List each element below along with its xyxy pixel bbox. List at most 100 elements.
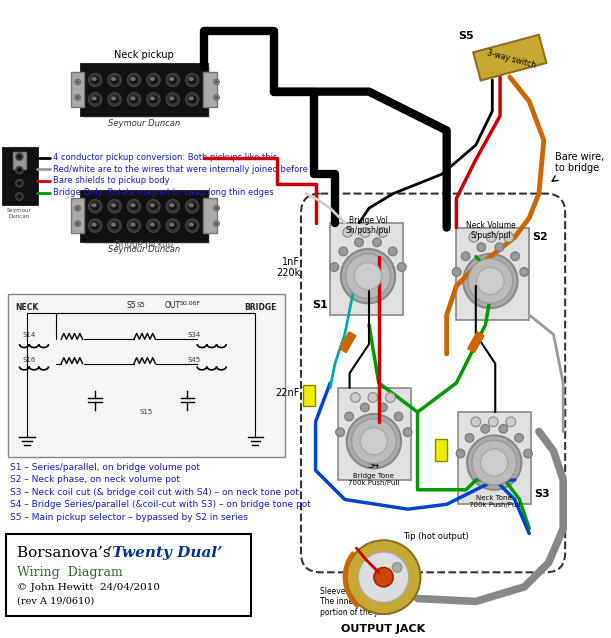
Text: Wiring  Diagram: Wiring Diagram — [18, 565, 123, 579]
Bar — [303, 385, 315, 406]
Text: NECK: NECK — [15, 303, 38, 313]
Circle shape — [166, 200, 180, 213]
Circle shape — [15, 166, 23, 174]
Ellipse shape — [131, 78, 135, 80]
Circle shape — [499, 424, 508, 433]
Circle shape — [488, 417, 498, 427]
Circle shape — [166, 219, 180, 232]
Bar — [203, 198, 216, 234]
Circle shape — [360, 427, 387, 455]
Circle shape — [215, 207, 218, 210]
Circle shape — [150, 202, 157, 210]
Bar — [203, 72, 216, 107]
Circle shape — [468, 258, 513, 303]
Circle shape — [379, 403, 387, 412]
Circle shape — [330, 263, 338, 271]
Circle shape — [346, 414, 401, 468]
Circle shape — [354, 262, 382, 290]
Circle shape — [188, 202, 196, 210]
Text: (rev A 19/0610): (rev A 19/0610) — [18, 597, 95, 605]
Text: © John Hewitt  24/04/2010: © John Hewitt 24/04/2010 — [18, 583, 161, 592]
Ellipse shape — [170, 223, 174, 226]
Bar — [435, 440, 447, 461]
Bar — [84, 193, 210, 244]
Circle shape — [186, 93, 199, 106]
Text: 1nF
220k: 1nF 220k — [276, 256, 300, 278]
Text: 22nF: 22nF — [276, 388, 300, 398]
Ellipse shape — [150, 223, 155, 226]
Text: S2: S2 — [532, 232, 548, 242]
Ellipse shape — [150, 204, 155, 207]
Ellipse shape — [150, 97, 155, 100]
Circle shape — [346, 254, 390, 299]
Text: OUT: OUT — [165, 301, 181, 310]
Circle shape — [108, 73, 122, 87]
Ellipse shape — [131, 97, 135, 100]
Bar — [473, 35, 546, 80]
Circle shape — [89, 200, 102, 213]
Circle shape — [486, 232, 496, 242]
Circle shape — [147, 200, 160, 213]
Text: 4 conductor pickup conversion: Both pickups like this: 4 conductor pickup conversion: Both pick… — [53, 153, 278, 162]
Circle shape — [188, 222, 196, 230]
Circle shape — [335, 428, 345, 436]
Ellipse shape — [92, 97, 96, 100]
Ellipse shape — [112, 204, 115, 207]
Circle shape — [360, 228, 370, 237]
Circle shape — [127, 73, 141, 87]
Text: S4: S4 — [368, 461, 380, 470]
Bar — [330, 223, 403, 315]
Ellipse shape — [150, 78, 155, 80]
Circle shape — [214, 94, 219, 100]
Circle shape — [169, 202, 177, 210]
Circle shape — [471, 417, 481, 427]
Circle shape — [456, 449, 465, 458]
Text: S1 – Series/parallel, on bridge volume pot: S1 – Series/parallel, on bridge volume p… — [10, 463, 200, 471]
Text: Bare wire,
to bridge: Bare wire, to bridge — [555, 152, 605, 174]
Ellipse shape — [92, 78, 96, 80]
Text: Neck pickup: Neck pickup — [114, 50, 174, 59]
Circle shape — [188, 76, 196, 84]
Circle shape — [214, 79, 219, 85]
Circle shape — [150, 96, 157, 103]
Circle shape — [130, 202, 138, 210]
Bar — [81, 191, 207, 241]
Text: 50.06F: 50.06F — [180, 301, 201, 306]
Text: Seymour
Duncan: Seymour Duncan — [7, 208, 32, 219]
Circle shape — [378, 228, 387, 237]
Circle shape — [215, 222, 218, 225]
Bar — [84, 68, 210, 118]
Text: S5 – Main pickup selector – bypassed by S2 in series: S5 – Main pickup selector – bypassed by … — [10, 513, 247, 522]
Circle shape — [481, 424, 489, 433]
Circle shape — [465, 433, 474, 442]
Circle shape — [111, 202, 119, 210]
Circle shape — [506, 417, 516, 427]
Text: Neck Tone
700k Push/Pull: Neck Tone 700k Push/Pull — [469, 494, 520, 508]
Text: ‘Twenty Dual’: ‘Twenty Dual’ — [107, 546, 222, 560]
Circle shape — [147, 93, 160, 106]
Text: Bare shields to pickup body: Bare shields to pickup body — [53, 177, 170, 186]
Circle shape — [75, 94, 81, 100]
Circle shape — [108, 93, 122, 106]
Bar — [8, 293, 285, 457]
Circle shape — [169, 222, 177, 230]
Circle shape — [214, 221, 219, 226]
Circle shape — [186, 73, 199, 87]
Text: S34: S34 — [188, 332, 201, 338]
Circle shape — [186, 219, 199, 232]
Text: S4 – Bridge Series/parallel (&coil-cut with S3) – on bridge tone pot: S4 – Bridge Series/parallel (&coil-cut w… — [10, 500, 310, 509]
Circle shape — [127, 219, 141, 232]
Circle shape — [76, 207, 79, 210]
Bar — [467, 332, 484, 353]
Bar — [3, 148, 37, 204]
Bar — [81, 64, 207, 115]
Circle shape — [75, 205, 81, 211]
Circle shape — [108, 200, 122, 213]
Text: BRIDGE: BRIDGE — [244, 303, 277, 313]
Circle shape — [91, 202, 99, 210]
Circle shape — [346, 540, 420, 614]
Circle shape — [169, 96, 177, 103]
Circle shape — [343, 228, 353, 237]
Circle shape — [18, 181, 21, 185]
Circle shape — [169, 76, 177, 84]
